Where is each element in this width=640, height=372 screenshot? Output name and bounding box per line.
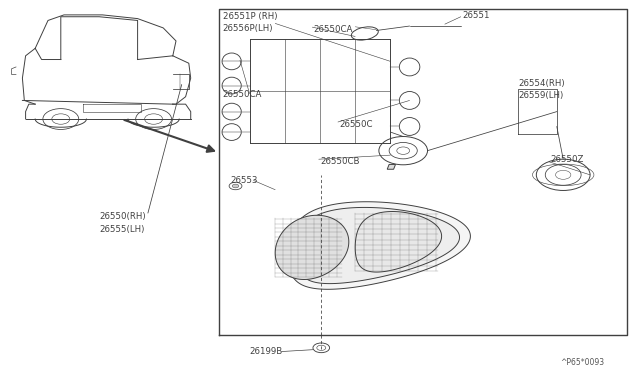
Text: 26551: 26551 xyxy=(462,11,490,20)
Text: 26554(RH)
26559(LH): 26554(RH) 26559(LH) xyxy=(518,79,565,100)
Text: 26550C: 26550C xyxy=(339,120,372,129)
Text: 26550CA: 26550CA xyxy=(223,90,262,99)
Polygon shape xyxy=(288,202,470,289)
Circle shape xyxy=(232,184,239,188)
Polygon shape xyxy=(275,215,349,279)
Text: 26553: 26553 xyxy=(230,176,258,185)
Text: 26199B: 26199B xyxy=(250,347,283,356)
Text: 26550CB: 26550CB xyxy=(320,157,360,166)
Polygon shape xyxy=(355,212,442,272)
Text: 26551P (RH)
26556P(LH): 26551P (RH) 26556P(LH) xyxy=(223,12,277,33)
Text: 26550Z: 26550Z xyxy=(550,155,584,164)
Text: 26550CA: 26550CA xyxy=(314,25,353,34)
Text: 26550(RH)
26555(LH): 26550(RH) 26555(LH) xyxy=(99,212,146,234)
Polygon shape xyxy=(298,208,460,283)
Polygon shape xyxy=(387,164,396,169)
Text: ^P65*0093: ^P65*0093 xyxy=(560,358,604,367)
